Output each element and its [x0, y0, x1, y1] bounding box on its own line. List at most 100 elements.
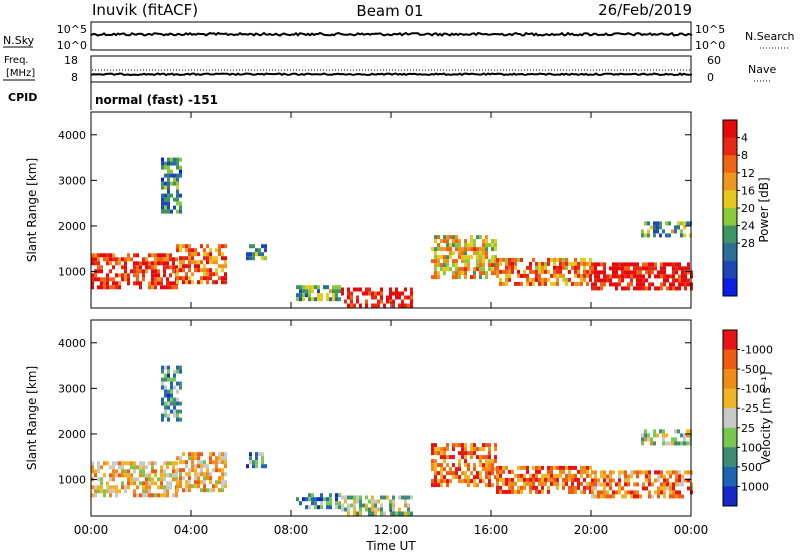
- heatmap-cell: [665, 221, 668, 226]
- heatmap-cell: [151, 493, 154, 498]
- heatmap-cell: [139, 461, 142, 466]
- heatmap-cell: [206, 276, 209, 281]
- nsky-label: N.Sky: [3, 34, 35, 47]
- heatmap-cell: [389, 507, 392, 512]
- heatmap-cell: [488, 243, 491, 248]
- heatmap-cell: [170, 181, 173, 186]
- heatmap-cell: [161, 193, 164, 198]
- heatmap-cell: [215, 480, 218, 485]
- heatmap-cell: [479, 267, 482, 272]
- heatmap-cell: [164, 401, 167, 406]
- heatmap-cell: [565, 257, 568, 262]
- heatmap-cell: [350, 495, 353, 500]
- heatmap-cell: [191, 456, 194, 461]
- heatmap-cell: [672, 270, 675, 275]
- heatmap-cell: [94, 489, 97, 494]
- heatmap-cell: [258, 252, 261, 257]
- heatmap-cell: [446, 267, 449, 272]
- heatmap-cell: [179, 456, 182, 461]
- heatmap-cell: [586, 485, 589, 490]
- heatmap-cell: [621, 486, 624, 491]
- heatmap-cell: [499, 277, 502, 282]
- heatmap-cell: [200, 452, 203, 457]
- heatmap-cell: [568, 485, 571, 490]
- heatmap-cell: [523, 485, 526, 490]
- heatmap-cell: [514, 473, 517, 478]
- heatmap-cell: [639, 286, 642, 291]
- heatmap-cell: [520, 489, 523, 494]
- heatmap-cell: [188, 276, 191, 281]
- heatmap-cell: [633, 490, 636, 495]
- heatmap-cell: [356, 295, 359, 300]
- heatmap-cell: [164, 201, 167, 206]
- heatmap-cell: [562, 469, 565, 474]
- heatmap-cell: [488, 267, 491, 272]
- heatmap-cell: [176, 409, 179, 414]
- heatmap-cell: [678, 482, 681, 487]
- heatmap-cell: [508, 265, 511, 270]
- heatmap-cell: [491, 483, 494, 488]
- heatmap-cell: [494, 443, 497, 448]
- heatmap-cell: [136, 269, 139, 274]
- heatmap-cell: [574, 269, 577, 274]
- heatmap-cell: [169, 257, 172, 262]
- heatmap-cell: [482, 271, 485, 276]
- heatmap-cell: [612, 266, 615, 271]
- heatmap-cell: [485, 251, 488, 256]
- heatmap-cell: [437, 271, 440, 276]
- heatmap-cell: [434, 463, 437, 468]
- heatmap-cell: [458, 479, 461, 484]
- heatmap-cell: [169, 253, 172, 258]
- heatmap-cell: [124, 489, 127, 494]
- heatmap-cell: [494, 247, 497, 252]
- heatmap-cell: [538, 269, 541, 274]
- heatmap-cell: [449, 455, 452, 460]
- heatmap-cell: [603, 474, 606, 479]
- beam-title: Beam 01: [356, 2, 423, 20]
- heatmap-cell: [395, 295, 398, 300]
- heatmap-cell: [166, 253, 169, 258]
- heatmap-cell: [488, 455, 491, 460]
- heatmap-cell: [644, 429, 647, 434]
- heatmap-cell: [136, 277, 139, 282]
- heatmap-cell: [571, 477, 574, 482]
- heatmap-cell: [621, 262, 624, 267]
- heatmap-cell: [175, 257, 178, 262]
- heatmap-cell: [118, 461, 121, 466]
- heatmap-cell: [677, 441, 680, 446]
- heatmap-cell: [458, 443, 461, 448]
- heatmap-cell: [362, 291, 365, 296]
- heatmap-cell: [455, 263, 458, 268]
- heatmap-cell: [645, 270, 648, 275]
- heatmap-cell: [169, 285, 172, 290]
- heatmap-cell: [179, 264, 182, 269]
- heatmap-cell: [458, 255, 461, 260]
- heatmap-cell: [91, 257, 94, 262]
- heatmap-cell: [151, 469, 154, 474]
- heatmap-cell: [305, 289, 308, 294]
- heatmap-cell: [176, 201, 179, 206]
- heatmap-cell: [175, 285, 178, 290]
- heatmap-cell: [317, 293, 320, 298]
- heatmap-cell: [621, 270, 624, 275]
- heatmap-cell: [662, 429, 665, 434]
- heatmap-cell: [437, 247, 440, 252]
- heatmap-cell: [612, 262, 615, 267]
- heatmap-cell: [182, 268, 185, 273]
- heatmap-cell: [163, 261, 166, 266]
- heatmap-cell: [591, 486, 594, 491]
- heatmap-cell: [440, 483, 443, 488]
- heatmap-cell: [404, 511, 407, 516]
- heatmap-cell: [553, 261, 556, 266]
- heatmap-cell: [559, 473, 562, 478]
- heatmap-cell: [209, 472, 212, 477]
- heatmap-cell: [100, 269, 103, 274]
- heatmap-cell: [185, 488, 188, 493]
- heatmap-cell: [91, 253, 94, 258]
- heatmap-cell: [103, 285, 106, 290]
- heatmap-cell: [675, 490, 678, 495]
- heatmap-cell: [461, 479, 464, 484]
- heatmap-cell: [163, 485, 166, 490]
- heatmap-cell: [326, 497, 329, 502]
- heatmap-cell: [678, 494, 681, 499]
